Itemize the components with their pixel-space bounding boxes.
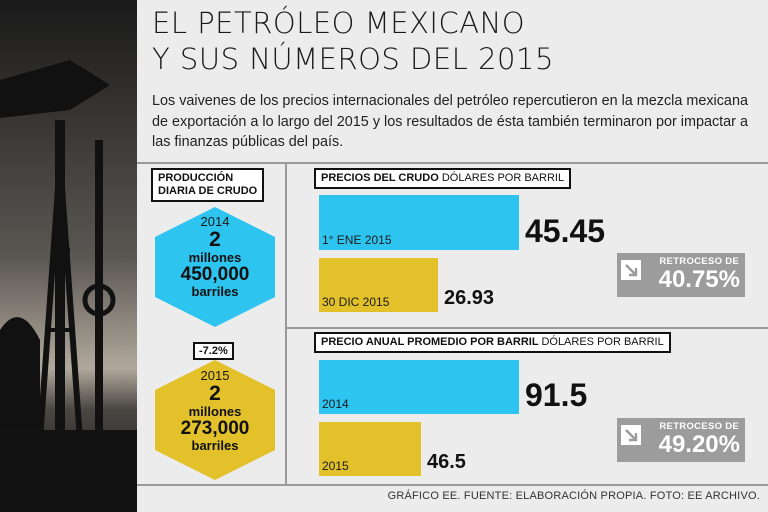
down-right-arrow-icon xyxy=(621,425,641,445)
production-2014-unit2: barriles xyxy=(191,284,239,299)
production-2015-unit: millones xyxy=(188,404,242,419)
divider-middle xyxy=(285,327,768,329)
chart2-badge-value: 49.20% xyxy=(658,431,740,458)
chart2-value-2015: 46.5 xyxy=(427,451,466,473)
title-line-2: Y SUS NÚMEROS DEL 2015 xyxy=(152,42,554,76)
chart1-badge-value: 40.75% xyxy=(658,266,740,293)
title-line-1: EL PETRÓLEO MEXICANO xyxy=(152,6,526,40)
chart2-category-2015: 2015 xyxy=(322,459,349,473)
infographic-panel: EL PETRÓLEO MEXICANO Y SUS NÚMEROS DEL 2… xyxy=(137,0,768,512)
chart1-category-ene: 1° ENE 2015 xyxy=(322,233,392,247)
chart2-badge-label: RETROCESO DE xyxy=(659,421,739,432)
chart1-value-ene: 45.45 xyxy=(525,213,606,249)
source-credit: GRÁFICO EE. FUENTE: ELABORACIÓN PROPIA. … xyxy=(387,490,760,502)
production-2015-hexagon xyxy=(155,360,275,480)
chart1-decline-badge: RETROCESO DE 40.75% xyxy=(617,253,745,297)
production-2015-text: 2015 2 millones 273,000 barriles xyxy=(155,368,275,453)
chart1-badge-label: RETROCESO DE xyxy=(659,256,739,267)
production-2015-amount: 273,000 xyxy=(180,418,250,439)
chart2-title-box: PRECIO ANUAL PROMEDIO POR BARRIL DÓLARES… xyxy=(314,332,671,353)
production-label-line-2: DIARIA DE CRUDO xyxy=(158,185,258,197)
chart2-unit: DÓLARES POR BARRIL xyxy=(541,336,664,348)
production-2015-number: 2 xyxy=(209,382,221,405)
chart1-title-box: PRECIOS DEL CRUDO DÓLARES POR BARRIL xyxy=(314,168,572,189)
chart1-unit: DÓLARES POR BARRIL xyxy=(441,172,565,184)
chart2-decline-badge: RETROCESO DE 49.20% xyxy=(617,418,745,462)
production-2014-unit: millones xyxy=(188,250,242,265)
chart1-title: PRECIOS DEL CRUDO xyxy=(321,172,439,184)
divider-vertical xyxy=(285,162,287,484)
chart2-value-2014: 91.5 xyxy=(525,377,588,413)
production-change-badge: -7.2% xyxy=(193,342,234,360)
divider-bottom xyxy=(137,484,768,486)
production-2015-unit2: barriles xyxy=(191,438,239,453)
down-right-arrow-icon xyxy=(621,260,641,280)
production-2014-amount: 450,000 xyxy=(180,264,250,285)
production-2014-text: 2014 2 millones 450,000 barriles xyxy=(155,214,275,299)
chart2-title: PRECIO ANUAL PROMEDIO POR BARRIL xyxy=(321,336,539,348)
pumpjack-photo xyxy=(0,0,137,512)
divider-top xyxy=(137,162,768,164)
production-label: PRODUCCIÓN DIARIA DE CRUDO xyxy=(151,168,265,202)
chart1-category-dic: 30 DIC 2015 xyxy=(322,295,390,309)
production-2014-year: 2014 xyxy=(200,214,230,229)
chart2-bar-2014 xyxy=(319,360,519,414)
production-2015-year: 2015 xyxy=(200,368,230,383)
production-2014-number: 2 xyxy=(209,228,221,251)
chart1-bar-ene xyxy=(319,195,519,250)
production-2014-hexagon xyxy=(155,207,275,327)
production-label-line-1: PRODUCCIÓN xyxy=(158,172,234,184)
intro-text: Los vaivenes de los precios internaciona… xyxy=(152,93,748,150)
chart2-bar-2015 xyxy=(319,422,421,476)
chart1-value-dic: 26.93 xyxy=(444,287,495,309)
chart2-category-2014: 2014 xyxy=(322,397,349,411)
chart1-bar-dic xyxy=(319,258,438,312)
